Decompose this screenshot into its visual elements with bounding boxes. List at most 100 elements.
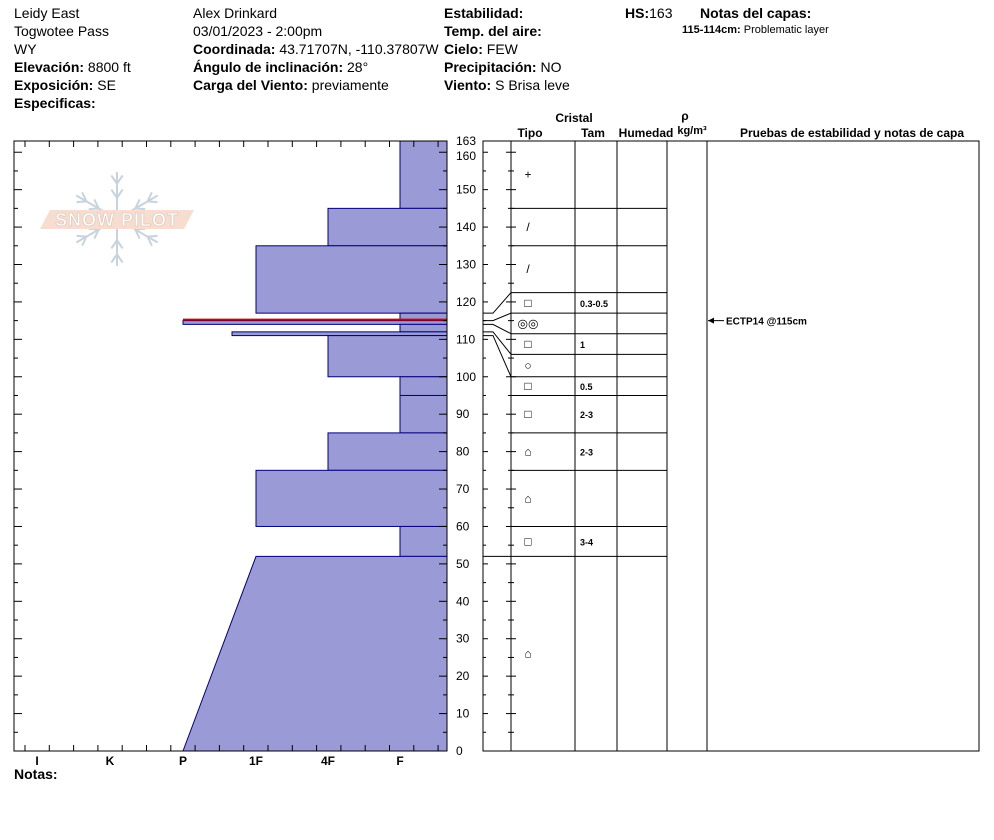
- grain-symbol: □: [524, 534, 531, 548]
- depth-label: 140: [456, 220, 476, 234]
- depth-label: 10: [456, 707, 470, 721]
- col-rho-header: ρ: [681, 109, 688, 123]
- grain-size: 1: [580, 340, 585, 350]
- wind-row: Viento: S Brisa leve: [444, 77, 570, 93]
- wind-load-row: Carga del Viento: previamente: [193, 77, 389, 93]
- hardness-layer-6: [231, 331, 448, 337]
- depth-label: 50: [456, 557, 470, 571]
- flake-branch: [110, 253, 118, 264]
- layer-notes-title: Notas del capas:: [700, 5, 812, 21]
- fan-line: [483, 323, 512, 335]
- grain-symbol: ⌂: [524, 647, 531, 661]
- layer-note: 115-114cm: Problematic layer: [682, 24, 829, 36]
- depth-label: 30: [456, 632, 470, 646]
- logo-banner: [40, 210, 194, 229]
- grain-symbol: □: [524, 407, 531, 421]
- grain-size: 0.3-0.5: [580, 299, 608, 309]
- hardness-label: K: [106, 754, 115, 768]
- hardness-plot-frame: [13, 140, 448, 752]
- precip-row: Precipitación: NO: [444, 59, 562, 75]
- grain-symbol: ⌂: [524, 445, 531, 459]
- aspect-row: Exposición: SE: [14, 77, 116, 93]
- fan-line: [483, 312, 512, 322]
- hardness-layer-1: [327, 207, 448, 247]
- hardness-label: F: [396, 754, 403, 768]
- hardness-layer-8: [399, 376, 448, 396]
- air-temp-row: Temp. del aire:: [444, 23, 542, 39]
- grain-symbol: ⌂: [524, 491, 531, 505]
- flake-branch: [116, 174, 124, 185]
- flake-branch: [76, 234, 87, 238]
- col-size-header: Tam: [581, 126, 605, 140]
- grain-size: 0.5: [580, 382, 593, 392]
- flake-branch: [81, 236, 88, 247]
- flake-branch: [81, 191, 88, 202]
- flake-branch: [146, 236, 153, 247]
- logo-text: SNOW PILOT: [55, 210, 179, 230]
- fan-line: [483, 292, 512, 314]
- depth-label: 90: [456, 407, 470, 421]
- elevation-row: Elevación: 8800 ft: [14, 59, 131, 75]
- col-type-header: Tipo: [517, 126, 542, 140]
- depth-label: 110: [456, 332, 475, 346]
- fan-line: [483, 335, 512, 377]
- col-moisture-header: Humedad: [619, 126, 674, 140]
- grain-size: 3-4: [580, 537, 593, 547]
- grain-symbol: □: [524, 379, 531, 393]
- flake-branch: [134, 198, 141, 209]
- notes-label: Notas:: [14, 766, 58, 782]
- hardness-layer-2: [255, 245, 448, 314]
- stability-row: Estabilidad:: [444, 5, 524, 21]
- depth-label: 100: [456, 370, 476, 384]
- flake-branch: [135, 207, 146, 211]
- depth-label: 130: [456, 257, 476, 271]
- hardness-layer-4: [182, 320, 448, 325]
- flake-branch: [146, 191, 153, 202]
- sky-row: Cielo: FEW: [444, 41, 518, 57]
- grain-symbol: /: [526, 262, 530, 276]
- depth-label: 20: [456, 669, 470, 683]
- hardness-label: I: [35, 754, 38, 768]
- grain-symbol: □: [524, 296, 531, 310]
- stability-test-label: ECTP14 @115cm: [726, 317, 807, 328]
- slope-row: Ángulo de inclinación: 28°: [193, 59, 369, 75]
- depth-label: 80: [456, 445, 470, 459]
- grain-symbol: □: [524, 337, 531, 351]
- depth-label: 0: [456, 744, 463, 758]
- grain-size: 2-3: [580, 410, 593, 420]
- grain-symbol: ◎◎: [518, 316, 539, 330]
- fan-line: [483, 331, 512, 355]
- hardness-label: 1F: [249, 754, 263, 768]
- hardness-layer-10: [327, 432, 448, 471]
- depth-label: 163: [456, 134, 476, 148]
- flake-branch: [116, 239, 124, 249]
- flake-branch: [110, 189, 118, 199]
- site-area: Togwotee Pass: [14, 23, 109, 39]
- hardness-layer-0: [399, 140, 448, 209]
- site-name: Leidy East: [14, 5, 80, 21]
- specifics-row: Especificas:: [14, 95, 96, 111]
- flake-branch: [110, 239, 118, 249]
- depth-label: 70: [456, 482, 470, 496]
- depth-label: 160: [456, 149, 476, 163]
- flake-branch: [88, 207, 99, 211]
- hardness-label: 4F: [321, 754, 335, 768]
- flake-branch: [116, 253, 124, 264]
- site-state: WY: [14, 41, 37, 57]
- grain-symbol: +: [524, 168, 531, 182]
- depth-label: 60: [456, 519, 470, 533]
- col-density-unit: kg/m³: [677, 125, 707, 137]
- col-crystal-header: Cristal: [555, 111, 592, 125]
- flake-branch: [110, 174, 118, 185]
- flake-branch: [93, 198, 100, 209]
- hardness-layer-5: [399, 323, 448, 333]
- coordinate-row: Coordinada: 43.71707N, -110.37807W: [193, 41, 439, 57]
- hardness-layer-12: [399, 525, 448, 557]
- flake-branch: [134, 229, 141, 240]
- hardness-layer-7: [327, 335, 448, 378]
- depth-label: 120: [456, 295, 476, 309]
- grain-symbol: ○: [524, 359, 531, 373]
- flake-branch: [76, 200, 87, 204]
- flake-branch: [147, 200, 158, 204]
- col-tests-header: Pruebas de estabilidad y notas de capa: [740, 126, 964, 140]
